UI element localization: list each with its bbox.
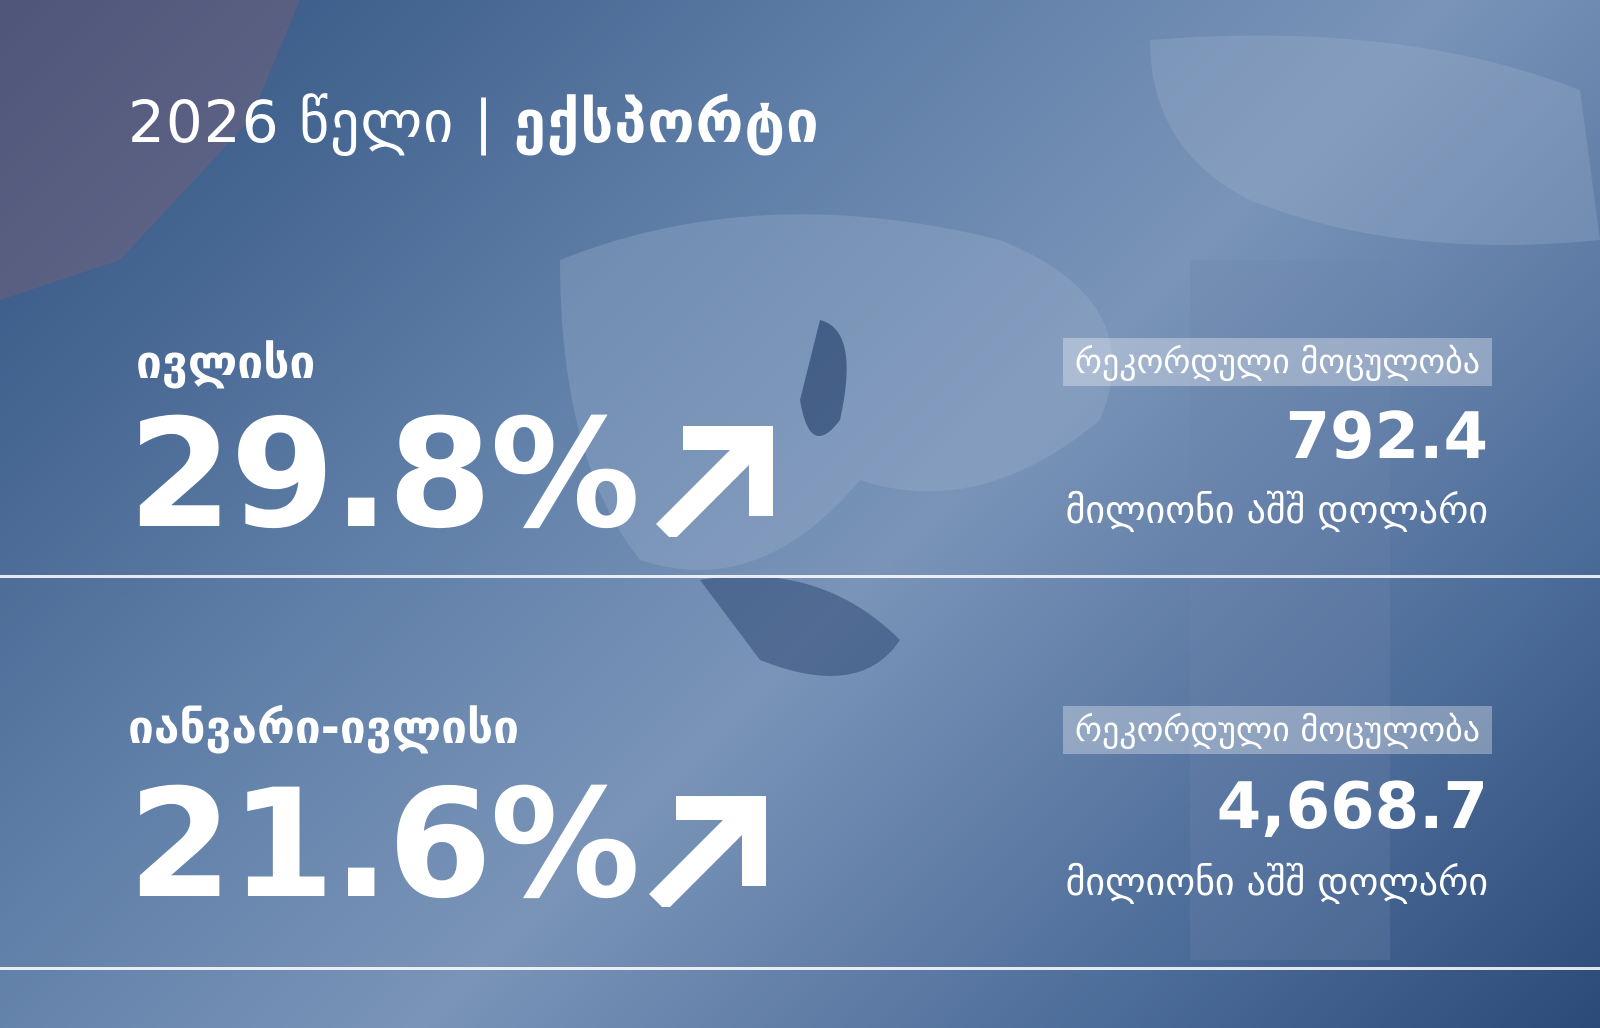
divider bbox=[0, 967, 1600, 970]
growth: 29.8% bbox=[128, 388, 640, 562]
period: იანვარი-ივლისი bbox=[128, 700, 520, 754]
up-arrow bbox=[656, 426, 773, 537]
record-label: რეკორდული მოცულობა bbox=[1062, 706, 1492, 754]
record-label: რეკორდული მოცულობა bbox=[1062, 338, 1492, 386]
title-year: 2026 წელი bbox=[128, 88, 455, 156]
growth: 21.6% bbox=[128, 758, 640, 932]
up-arrow bbox=[649, 796, 766, 907]
title-separator: | bbox=[473, 88, 495, 156]
record-value: 4,668.7 bbox=[1216, 770, 1488, 844]
title: 2026 წელი | ექსპორტი bbox=[128, 88, 820, 156]
title-topic: ექსპორტი bbox=[513, 88, 820, 156]
record-value: 792.4 bbox=[1285, 400, 1488, 474]
unit: მილიონი აშშ დოლარი bbox=[1065, 860, 1488, 904]
period: ივლისი bbox=[136, 335, 316, 389]
unit: მილიონი აშშ დოლარი bbox=[1065, 488, 1488, 532]
divider bbox=[0, 575, 1600, 578]
